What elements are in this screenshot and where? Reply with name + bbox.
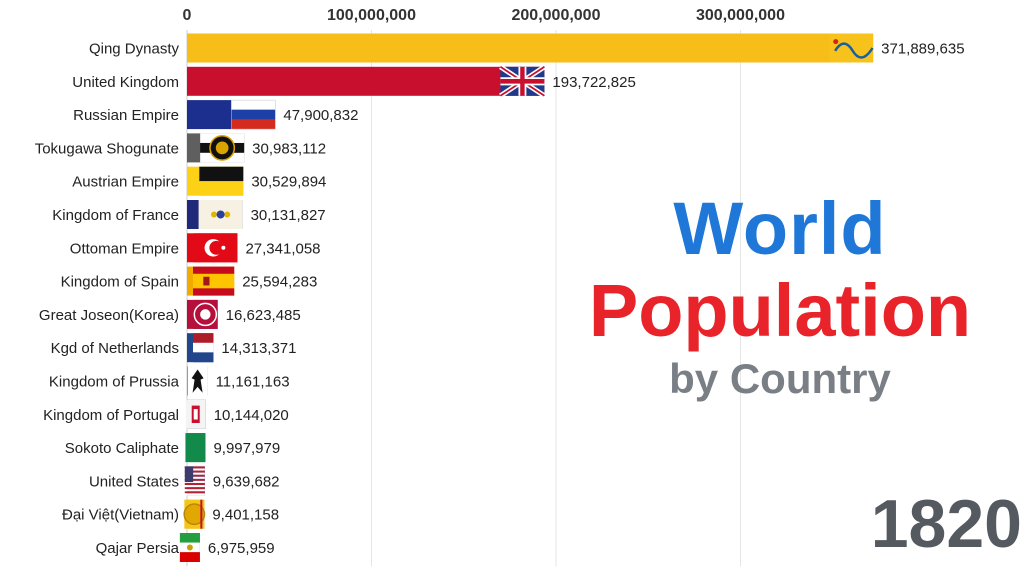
value-label: 30,131,827: [251, 207, 326, 224]
bar-row: Russian Empire 47,900,832: [73, 99, 358, 130]
value-label: 10,144,020: [214, 407, 289, 424]
bars: Qing Dynasty 371,889,635 United Kingdom 193…: [35, 33, 965, 562]
value-label: 6,975,959: [208, 540, 275, 557]
category-label: Kingdom of France: [52, 207, 179, 224]
category-label: United Kingdom: [72, 74, 179, 91]
value-label: 11,161,163: [216, 374, 290, 391]
value-label: 30,983,112: [252, 140, 326, 157]
bar-row: United Kingdom 193,722,825: [72, 64, 636, 98]
x-tick-label: 300,000,000: [696, 7, 785, 24]
year-label: 1820: [870, 486, 1022, 562]
value-label: 27,341,058: [245, 240, 320, 257]
austrian-black-yellow-flag-icon: [199, 166, 244, 196]
value-label: 47,900,832: [283, 107, 358, 124]
bar-row: Kgd of Netherlands 14,313,371: [51, 333, 296, 363]
union-jack-flag-icon: [499, 64, 546, 98]
x-tick-label: 200,000,000: [512, 7, 601, 24]
bar-row: Qajar Persia 6,975,959: [96, 533, 275, 562]
category-label: Qing Dynasty: [89, 41, 180, 58]
portuguese-flag-icon: [185, 399, 206, 429]
category-label: Austrian Empire: [72, 174, 179, 191]
ottoman-crescent-flag-icon: [193, 233, 238, 263]
bar-row: Great Joseon(Korea) 16,623,485: [39, 299, 301, 329]
value-label: 14,313,371: [221, 340, 296, 357]
subtitle-by-country: by Country: [669, 355, 891, 402]
spanish-flag-icon: [193, 266, 235, 296]
bar-row: Tokugawa Shogunate 30,983,112: [35, 133, 326, 163]
us-flag-icon: [184, 466, 205, 496]
category-label: Ottoman Empire: [70, 240, 179, 257]
bar-row: Qing Dynasty 371,889,635: [89, 33, 965, 63]
category-label: Kgd of Netherlands: [51, 340, 179, 357]
bar-row: Austrian Empire 30,529,894: [72, 166, 326, 196]
bar-row: Sokoto Caliphate 9,997,979: [65, 433, 280, 463]
tokugawa-mon-flag-icon: [200, 133, 245, 163]
category-label: United States: [89, 473, 179, 490]
category-label: Kingdom of Prussia: [49, 374, 180, 391]
qing-dragon-flag-icon: [829, 33, 874, 63]
category-label: Great Joseon(Korea): [39, 307, 179, 324]
russian-tricolor-flag-icon: [231, 99, 276, 130]
category-label: Tokugawa Shogunate: [35, 140, 179, 157]
title-population: Population: [588, 269, 972, 352]
value-label: 9,401,158: [212, 507, 279, 524]
value-label: 16,623,485: [226, 307, 301, 324]
value-label: 371,889,635: [881, 41, 964, 58]
x-tick-label: 0: [183, 7, 192, 24]
bar-row: Kingdom of Spain 25,594,283: [61, 266, 317, 296]
bar: [187, 33, 874, 63]
category-label: Qajar Persia: [96, 540, 180, 557]
bar-row: Kingdom of Prussia 11,161,163: [49, 366, 290, 396]
dutch-tricolor-flag-icon: [193, 333, 214, 363]
value-label: 25,594,283: [242, 274, 317, 291]
bar-row: United States 9,639,682: [89, 466, 280, 496]
value-label: 30,529,894: [251, 174, 326, 191]
prussian-eagle-flag-icon: [187, 366, 208, 396]
category-label: Kingdom of Portugal: [43, 407, 179, 424]
category-label: Sokoto Caliphate: [65, 440, 179, 457]
category-label: Kingdom of Spain: [61, 274, 179, 291]
bar: [187, 66, 545, 96]
bar-row: Kingdom of Portugal 10,144,020: [43, 399, 289, 429]
french-bourbon-flag-icon: [198, 200, 243, 229]
title-world: World: [673, 187, 887, 270]
vietnam-flag-icon: [183, 499, 206, 529]
sokoto-flag-icon: [185, 433, 206, 463]
value-label: 193,722,825: [552, 74, 635, 91]
bar-row: Đại Việt(Vietnam) 9,401,158: [62, 499, 279, 529]
title-block: World Population by Country: [560, 188, 1000, 404]
category-label: Đại Việt(Vietnam): [62, 507, 179, 524]
x-tick-label: 100,000,000: [327, 7, 416, 24]
value-label: 9,997,979: [213, 440, 280, 457]
persia-flag-icon: [179, 533, 200, 562]
category-label: Russian Empire: [73, 107, 179, 124]
value-label: 9,639,682: [213, 473, 280, 490]
bar-row: Kingdom of France 30,131,827: [52, 200, 326, 229]
joseon-flag-icon: [193, 299, 218, 329]
bar-row: Ottoman Empire 27,341,058: [70, 233, 321, 263]
